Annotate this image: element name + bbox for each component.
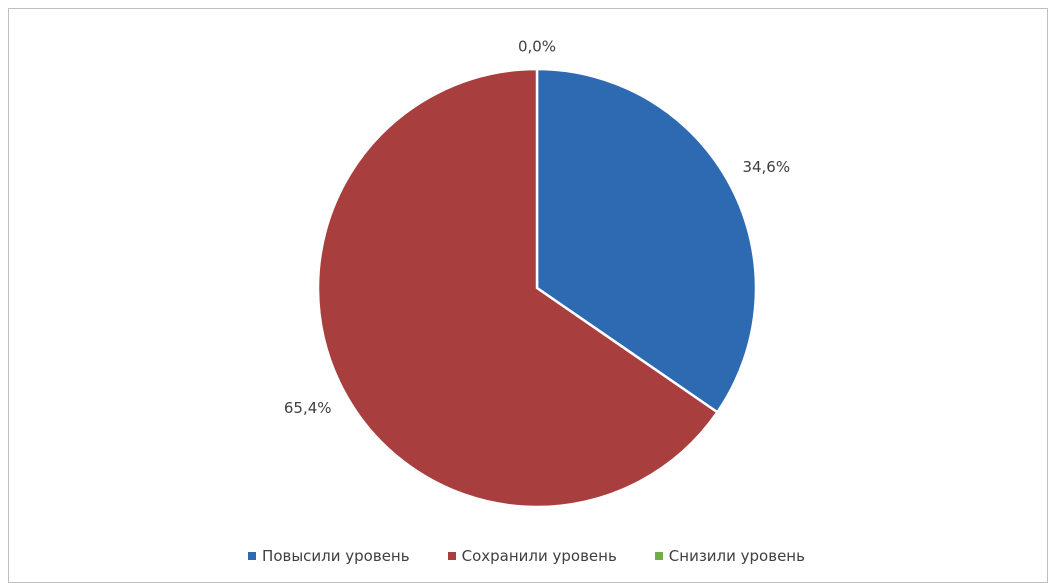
legend-item-decreased: Снизили уровень: [655, 547, 805, 565]
legend-item-maintained: Сохранили уровень: [448, 547, 617, 565]
data-label-increased: 34,6%: [742, 158, 790, 176]
data-label-decreased: 0,0%: [518, 38, 556, 56]
legend-swatch-increased: [248, 552, 256, 560]
legend-swatch-decreased: [655, 552, 663, 560]
legend-swatch-maintained: [448, 552, 456, 560]
legend-label-maintained: Сохранили уровень: [462, 547, 617, 565]
legend: Повысили уровень Сохранили уровень Снизи…: [0, 545, 1053, 567]
legend-item-increased: Повысили уровень: [248, 547, 410, 565]
data-label-maintained: 65,4%: [284, 399, 332, 417]
legend-label-increased: Повысили уровень: [262, 547, 410, 565]
legend-label-decreased: Снизили уровень: [669, 547, 805, 565]
pie-slices: [318, 69, 756, 507]
